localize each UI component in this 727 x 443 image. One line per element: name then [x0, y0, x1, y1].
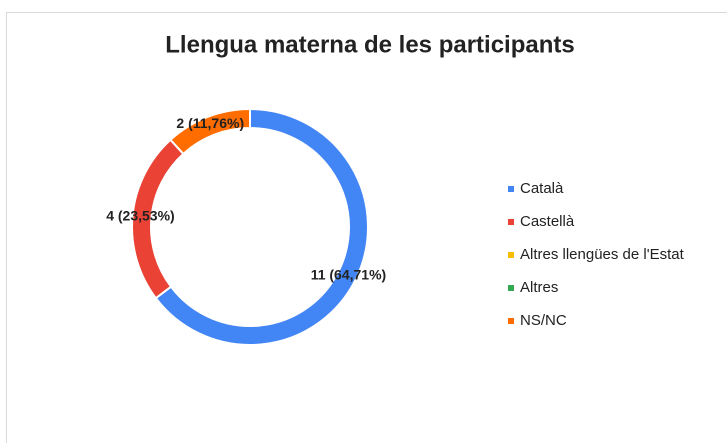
data-label: 11 (64,71%)	[311, 267, 387, 283]
donut-slice	[169, 107, 251, 156]
legend-marker	[508, 252, 514, 258]
legend-label: NS/NC	[520, 312, 567, 329]
legend-marker	[508, 318, 514, 324]
legend-marker	[508, 285, 514, 291]
chart-title: Llengua materna de les participants	[165, 31, 574, 58]
legend-marker	[508, 186, 514, 192]
data-label: 4 (23,53%)	[106, 208, 174, 224]
data-label: 2 (11,76%)	[176, 115, 244, 131]
legend-label: Altres llengües de l'Estat	[520, 246, 685, 263]
legend-label: Altres	[520, 279, 558, 296]
legend-label: Castellà	[520, 213, 575, 230]
legend-label: Català	[520, 180, 564, 197]
legend-marker	[508, 219, 514, 225]
